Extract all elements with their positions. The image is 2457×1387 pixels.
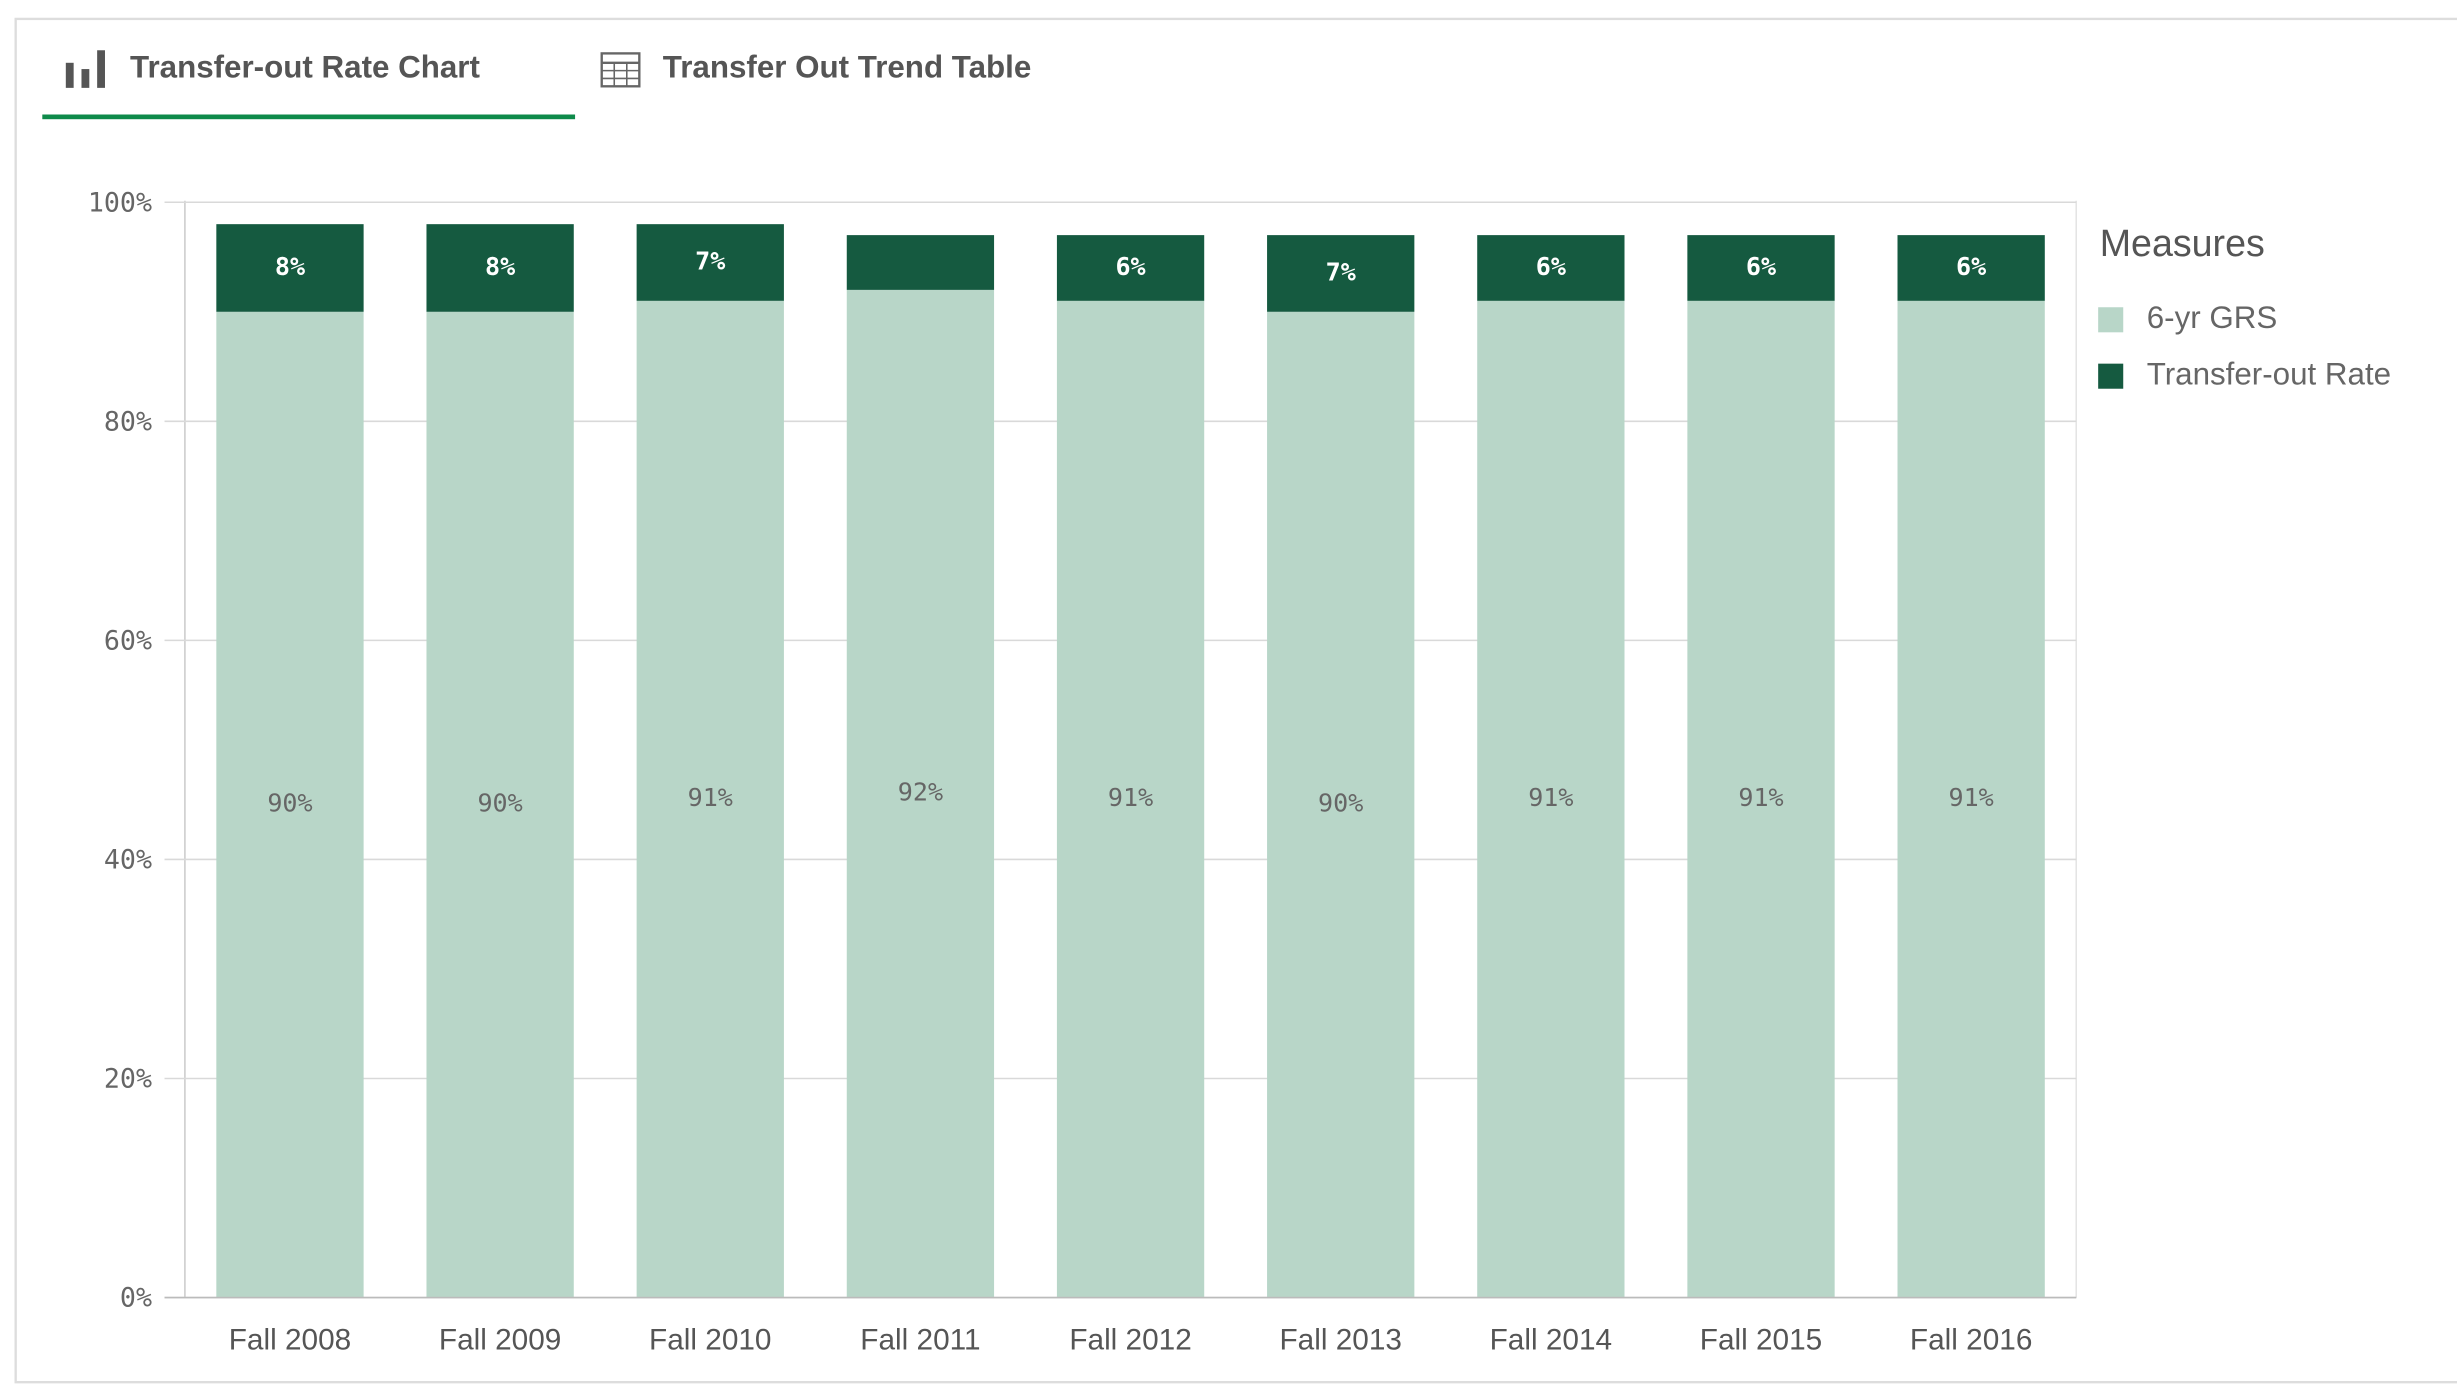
value-label: 91% bbox=[1528, 783, 1573, 812]
bar-segment bbox=[1056, 300, 1205, 1298]
tab-icon bbox=[97, 50, 105, 88]
value-label: 92% bbox=[898, 778, 943, 807]
legend-label: Transfer-out Rate bbox=[2147, 356, 2391, 391]
x-tick-label: Fall 2015 bbox=[1700, 1323, 1822, 1356]
value-label: 91% bbox=[1949, 783, 1994, 812]
bar-segment bbox=[1267, 235, 1415, 312]
panel-border bbox=[14, 17, 2457, 1384]
x-tick-label: Fall 2013 bbox=[1279, 1323, 1401, 1356]
bar-segment bbox=[1897, 235, 2045, 301]
bar-segment bbox=[1687, 235, 1835, 301]
x-tick-label: Fall 2009 bbox=[439, 1323, 561, 1356]
bar-segment bbox=[216, 311, 364, 1298]
value-label: 6% bbox=[1746, 252, 1776, 281]
value-label: 90% bbox=[477, 789, 522, 818]
value-label: 91% bbox=[1738, 783, 1783, 812]
bar-segment bbox=[1056, 235, 1205, 301]
tab-label[interactable]: Transfer Out Trend Table bbox=[663, 49, 1031, 84]
value-label: 6% bbox=[1115, 252, 1145, 281]
x-tick-label: Fall 2011 bbox=[860, 1323, 980, 1356]
x-tick-label: Fall 2016 bbox=[1910, 1323, 2032, 1356]
bar-segment bbox=[846, 235, 995, 290]
tab-table[interactable]: Transfer Out Trend Table bbox=[600, 49, 1032, 88]
legend-title: Measures bbox=[2100, 222, 2265, 264]
y-tick-label: 100% bbox=[88, 187, 152, 218]
value-label: 91% bbox=[688, 783, 733, 812]
value-label: 6% bbox=[1536, 252, 1566, 281]
x-tick-label: Fall 2010 bbox=[649, 1323, 771, 1356]
y-tick-label: 80% bbox=[104, 406, 152, 437]
value-label: 8% bbox=[275, 252, 305, 281]
tab-icon bbox=[65, 62, 74, 88]
bar-segment bbox=[1477, 300, 1625, 1298]
value-label: 91% bbox=[1108, 783, 1153, 812]
bar-segment bbox=[846, 289, 995, 1298]
legend-swatch bbox=[2098, 363, 2124, 389]
bar-segment bbox=[1267, 311, 1415, 1298]
bar-segment bbox=[1687, 300, 1835, 1298]
x-tick-label: Fall 2012 bbox=[1069, 1323, 1191, 1356]
bar-segment bbox=[1477, 235, 1625, 301]
legend-label: 6-yr GRS bbox=[2147, 300, 2278, 335]
bar-segment bbox=[636, 300, 784, 1298]
x-tick-label: Fall 2008 bbox=[229, 1323, 351, 1356]
value-label: 90% bbox=[1318, 789, 1363, 818]
value-label: 7% bbox=[1326, 257, 1356, 286]
bar-segment bbox=[426, 224, 574, 312]
x-tick-label: Fall 2014 bbox=[1490, 1323, 1612, 1356]
bar-segment bbox=[426, 311, 574, 1298]
y-tick-label: 40% bbox=[104, 845, 152, 876]
value-label: 90% bbox=[267, 789, 312, 818]
bar-segment bbox=[216, 224, 364, 312]
y-tick-label: 20% bbox=[104, 1064, 152, 1095]
bar-segment bbox=[1897, 300, 2045, 1298]
tab-underline bbox=[42, 114, 576, 120]
value-label: 8% bbox=[485, 252, 515, 281]
tab-label[interactable]: Transfer-out Rate Chart bbox=[130, 49, 480, 84]
tab-chart[interactable]: Transfer-out Rate Chart bbox=[42, 49, 576, 120]
value-label: 6% bbox=[1956, 252, 1986, 281]
bar-segment bbox=[636, 224, 784, 301]
legend-swatch bbox=[2098, 307, 2124, 333]
y-tick-label: 0% bbox=[120, 1283, 152, 1314]
value-label: 7% bbox=[695, 246, 725, 275]
tab-icon bbox=[81, 69, 90, 88]
y-tick-label: 60% bbox=[104, 625, 152, 656]
